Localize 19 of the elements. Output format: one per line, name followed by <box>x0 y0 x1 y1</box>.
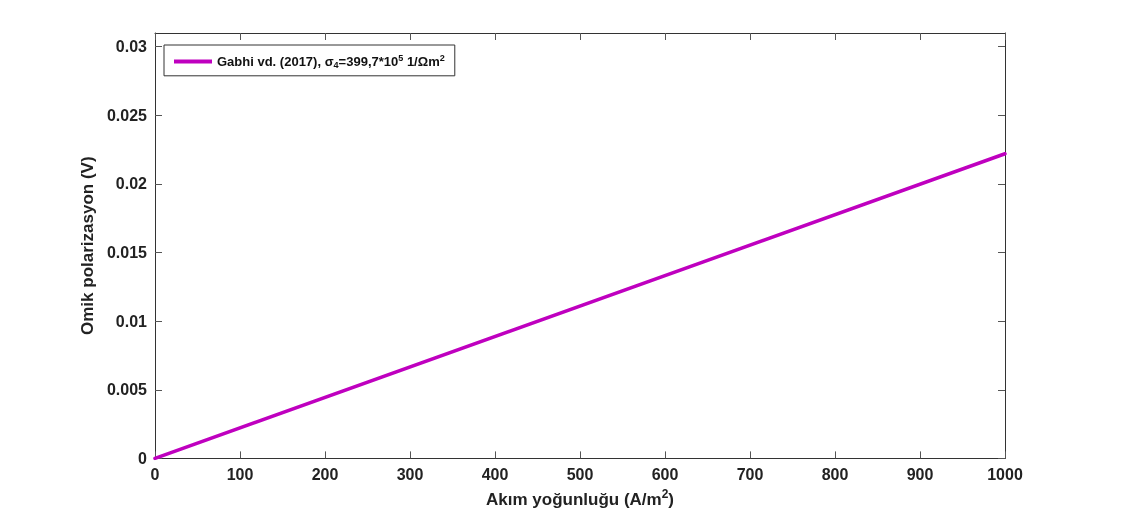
x-tick-label: 100 <box>226 465 254 483</box>
y-tick-label: 0.005 <box>106 381 148 399</box>
x-tick-label: 500 <box>566 465 594 483</box>
y-tick-label: 0.02 <box>115 175 148 193</box>
y-tick-label: 0.03 <box>115 38 148 56</box>
x-tick-label: 700 <box>736 465 764 483</box>
x-tick-label: 200 <box>311 465 339 483</box>
x-tick-label: 0 <box>150 465 160 483</box>
x-tick-label: 800 <box>821 465 849 483</box>
y-tick-label: 0.015 <box>106 244 148 262</box>
x-tick-label: 600 <box>651 465 679 483</box>
y-axis-title: Omik polarizasyon (V) <box>78 156 98 335</box>
y-tick-label: 0 <box>138 449 148 467</box>
y-tick-label: 0.01 <box>115 312 148 330</box>
x-tick-label: 900 <box>906 465 934 483</box>
x-tick-label: 400 <box>481 465 509 483</box>
y-tick-label: 0.025 <box>106 106 148 124</box>
x-tick-label: 300 <box>396 465 424 483</box>
x-tick-label: 1000 <box>987 465 1023 483</box>
